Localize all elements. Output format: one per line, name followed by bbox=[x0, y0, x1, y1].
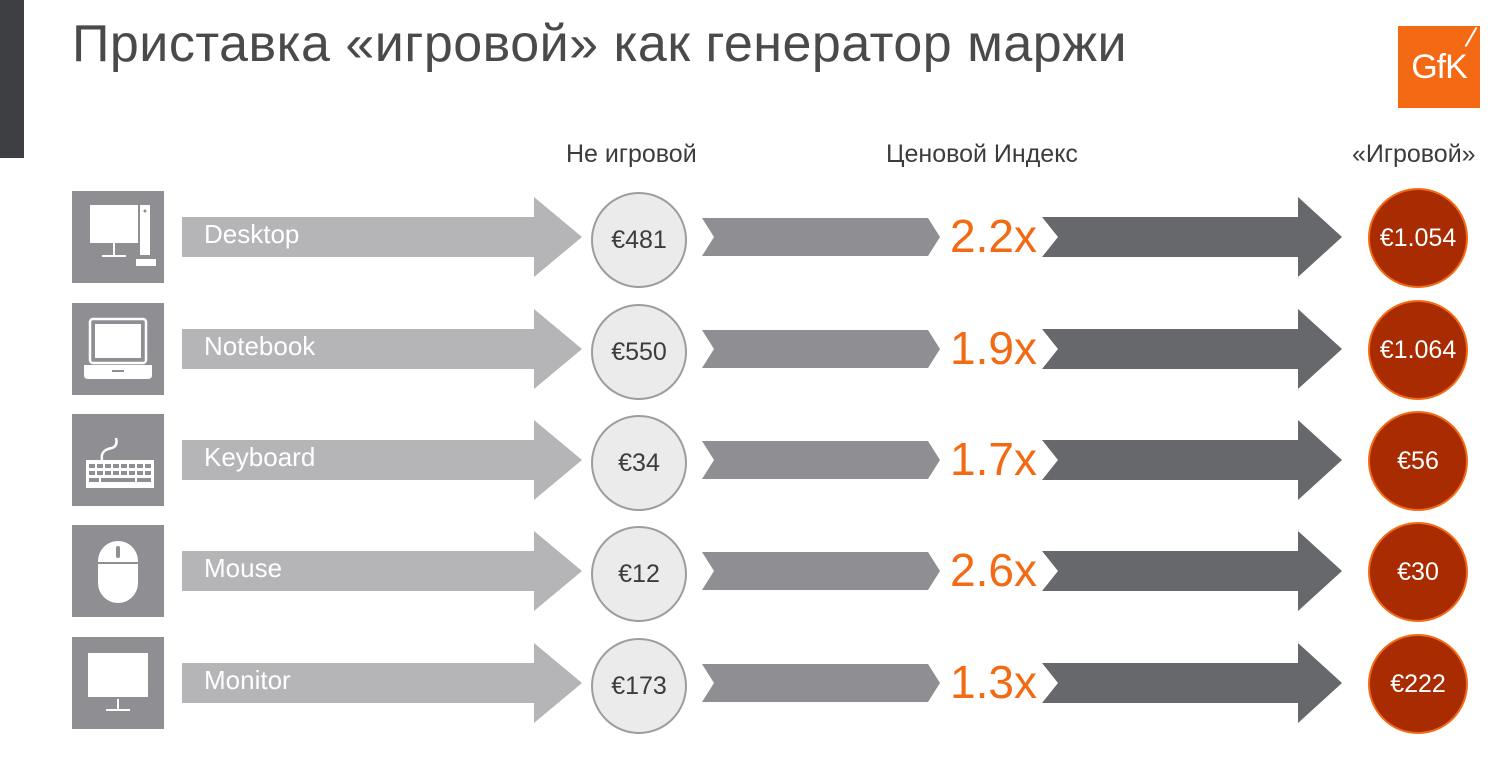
index-chevron-arrow bbox=[702, 218, 940, 256]
gaming-price: €1.054 bbox=[1368, 188, 1468, 288]
non-gaming-price: €481 bbox=[591, 192, 687, 288]
index-chevron-arrow bbox=[702, 552, 940, 590]
header-gaming: «Игровой» bbox=[1352, 140, 1476, 168]
gfk-logo: GfK bbox=[1398, 26, 1480, 108]
gaming-price: €30 bbox=[1368, 522, 1468, 622]
slide-title: Приставка «игровой» как генератор маржи bbox=[72, 15, 1128, 73]
monitor-icon-glyph bbox=[88, 653, 148, 711]
gaming-arrow bbox=[1042, 531, 1342, 611]
non-gaming-price: €12 bbox=[591, 526, 687, 622]
desktop-icon bbox=[72, 191, 164, 283]
row-mouse: Mouse €12 2.6x €30 bbox=[0, 515, 1507, 627]
price-index-multiplier: 2.2x bbox=[950, 210, 1037, 262]
mouse-icon bbox=[72, 525, 164, 617]
desktop-icon-glyph bbox=[90, 205, 156, 266]
gfk-logo-text: GfK bbox=[1411, 47, 1468, 86]
mouse-icon-glyph bbox=[98, 541, 138, 603]
left-accent-bar bbox=[0, 0, 24, 158]
category-label: Mouse bbox=[204, 553, 283, 583]
price-index-multiplier: 1.3x bbox=[950, 656, 1037, 708]
price-index-multiplier: 2.6x bbox=[950, 544, 1037, 596]
non-gaming-price: €173 bbox=[591, 638, 687, 734]
gaming-price: €1.064 bbox=[1368, 300, 1468, 400]
category-arrow bbox=[182, 309, 582, 389]
category-label: Monitor bbox=[204, 665, 291, 695]
category-arrow bbox=[182, 643, 582, 723]
index-chevron-arrow bbox=[702, 664, 940, 702]
category-arrow bbox=[182, 420, 582, 500]
keyboard-icon-glyph bbox=[86, 437, 154, 488]
non-gaming-price: €550 bbox=[591, 304, 687, 400]
price-index-multiplier: 1.9x bbox=[950, 322, 1037, 374]
row-keyboard: Keyboard €34 1.7x €56 bbox=[0, 404, 1507, 516]
gaming-arrow bbox=[1042, 420, 1342, 500]
category-arrow bbox=[182, 531, 582, 611]
gaming-arrow bbox=[1042, 197, 1342, 277]
gaming-arrow bbox=[1042, 309, 1342, 389]
category-arrow bbox=[182, 197, 582, 277]
category-label: Keyboard bbox=[204, 442, 316, 472]
category-label: Desktop bbox=[204, 219, 300, 249]
row-desktop: Desktop €481 2.2x €1.054 bbox=[0, 181, 1507, 293]
header-non-gaming: Не игровой bbox=[566, 140, 697, 168]
price-index-multiplier: 1.7x bbox=[950, 433, 1037, 485]
gaming-price: €222 bbox=[1368, 634, 1468, 734]
notebook-icon-glyph bbox=[84, 317, 152, 379]
non-gaming-price: €34 bbox=[591, 415, 687, 511]
index-chevron-arrow bbox=[702, 441, 940, 479]
notebook-icon bbox=[72, 303, 164, 395]
row-notebook: Notebook €550 1.9x €1.064 bbox=[0, 293, 1507, 405]
row-monitor: Monitor €173 1.3x €222 bbox=[0, 627, 1507, 739]
keyboard-icon bbox=[72, 414, 164, 506]
index-chevron-arrow bbox=[702, 330, 940, 368]
gaming-price: €56 bbox=[1368, 411, 1468, 511]
monitor-icon bbox=[72, 637, 164, 729]
header-price-index: Ценовой Индекс bbox=[886, 140, 1078, 168]
gaming-arrow bbox=[1042, 643, 1342, 723]
category-label: Notebook bbox=[204, 331, 316, 361]
logo-slash-decoration bbox=[1464, 26, 1478, 48]
